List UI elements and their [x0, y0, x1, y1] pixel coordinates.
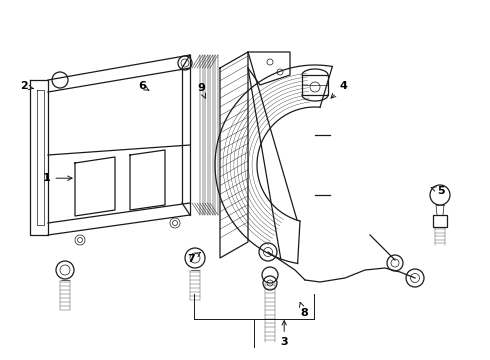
Bar	[302, 75, 328, 95]
Text: 3: 3	[280, 321, 288, 347]
Text: 2: 2	[20, 81, 33, 91]
Text: 4: 4	[331, 81, 347, 98]
Text: 7: 7	[187, 252, 200, 264]
Text: 1: 1	[43, 173, 72, 183]
Text: 8: 8	[299, 302, 308, 318]
Text: 6: 6	[138, 81, 149, 91]
Bar	[433, 215, 447, 227]
Text: 5: 5	[431, 186, 445, 196]
Text: 9: 9	[197, 83, 206, 99]
